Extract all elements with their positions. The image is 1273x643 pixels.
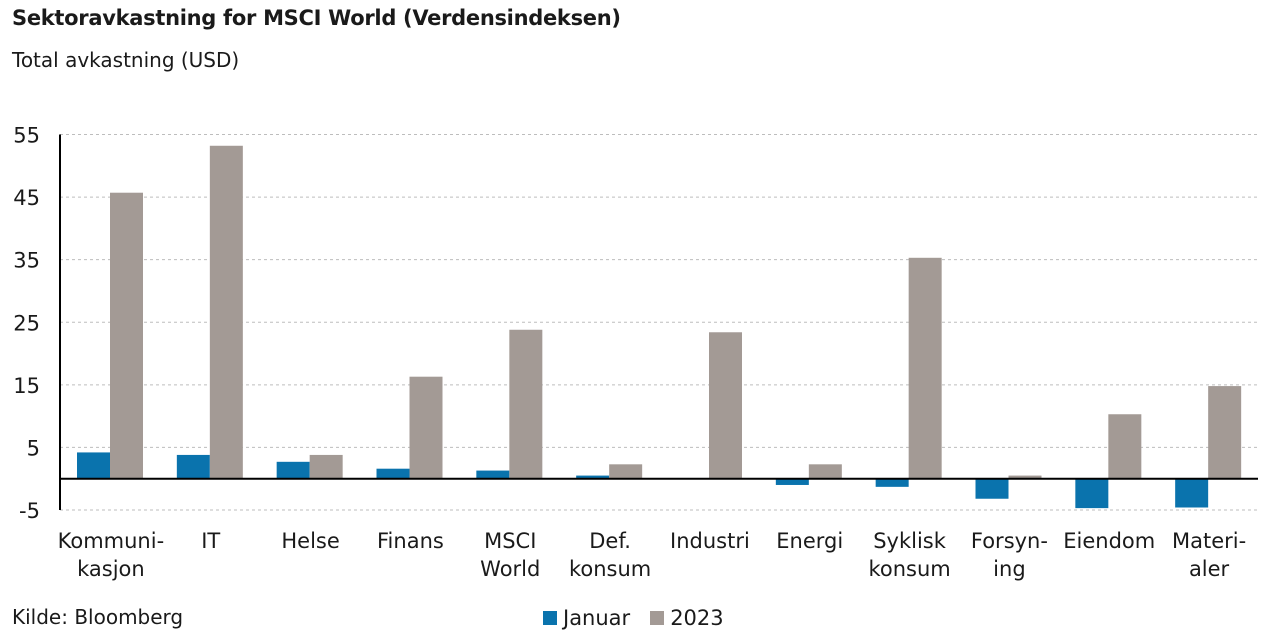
category-label: Materi-aler	[1172, 529, 1246, 581]
category-label: Kommuni-kasjon	[58, 529, 165, 581]
category-label: Syklisk konsum	[868, 529, 950, 581]
chart-title: Sektoravkastning for MSCI World (Verdens…	[12, 6, 621, 30]
category-labels: Kommuni-kasjon IT Helse Finans MSCI World Def.…	[58, 529, 1247, 581]
bar-januar	[77, 452, 110, 479]
category-label: Def. konsum	[569, 529, 651, 581]
category-label: Finans	[377, 529, 444, 553]
bar-2023	[110, 192, 143, 479]
bar-januar	[376, 468, 410, 479]
y-tick-label: 55	[13, 124, 40, 148]
bar-januar	[276, 461, 310, 479]
y-tick-label: 15	[13, 374, 40, 398]
legend-label-januar: Januar	[563, 606, 631, 630]
legend-item-2023: 2023	[650, 606, 724, 630]
legend-swatch-2023	[650, 611, 665, 625]
y-tick-labels: 55 45 35 25 15 5 -5	[13, 124, 40, 524]
category-label: Energi	[776, 529, 843, 553]
legend-item-januar: Januar	[543, 606, 630, 630]
y-tick-label: 5	[27, 436, 40, 460]
category-label: MSCI World	[480, 529, 540, 581]
source-note: Kilde: Bloomberg	[12, 605, 184, 629]
category-label: Industri	[670, 529, 750, 553]
bar-2023	[209, 145, 243, 479]
bar-2023	[1008, 475, 1042, 479]
bar-2023	[1208, 386, 1242, 479]
bar-januar	[476, 470, 510, 479]
y-tick-label: 35	[13, 249, 40, 273]
bar-2023	[309, 454, 343, 479]
bar-januar	[775, 478, 809, 485]
bar-2023	[509, 329, 543, 479]
bar-januar	[1075, 478, 1109, 509]
bar-2023	[1108, 414, 1142, 479]
legend: Januar 2023	[543, 606, 744, 630]
y-tick-label: -5	[19, 499, 40, 523]
legend-label-2023: 2023	[670, 606, 724, 630]
y-tick-label: 45	[13, 186, 40, 210]
category-label: Forsyn-ing	[971, 529, 1048, 581]
bar-2023	[908, 257, 942, 479]
bar-januar	[975, 478, 1009, 499]
axes	[59, 134, 1258, 510]
legend-swatch-januar	[543, 611, 557, 625]
bar-2023	[808, 464, 842, 479]
y-tick-label: 25	[13, 311, 40, 335]
bar-2023	[609, 464, 643, 479]
category-label: Eiendom	[1063, 529, 1155, 553]
bar-januar	[176, 454, 210, 479]
grid-lines	[60, 134, 1258, 511]
category-label: IT	[201, 529, 220, 553]
category-label: Helse	[281, 529, 339, 553]
bar-januar	[576, 475, 610, 479]
bars	[77, 145, 1242, 509]
bar-januar	[875, 478, 909, 487]
bar-2023	[409, 376, 443, 479]
bar-januar	[1175, 478, 1209, 508]
chart-subtitle: Total avkastning (USD)	[12, 48, 240, 72]
bar-2023	[709, 332, 742, 479]
